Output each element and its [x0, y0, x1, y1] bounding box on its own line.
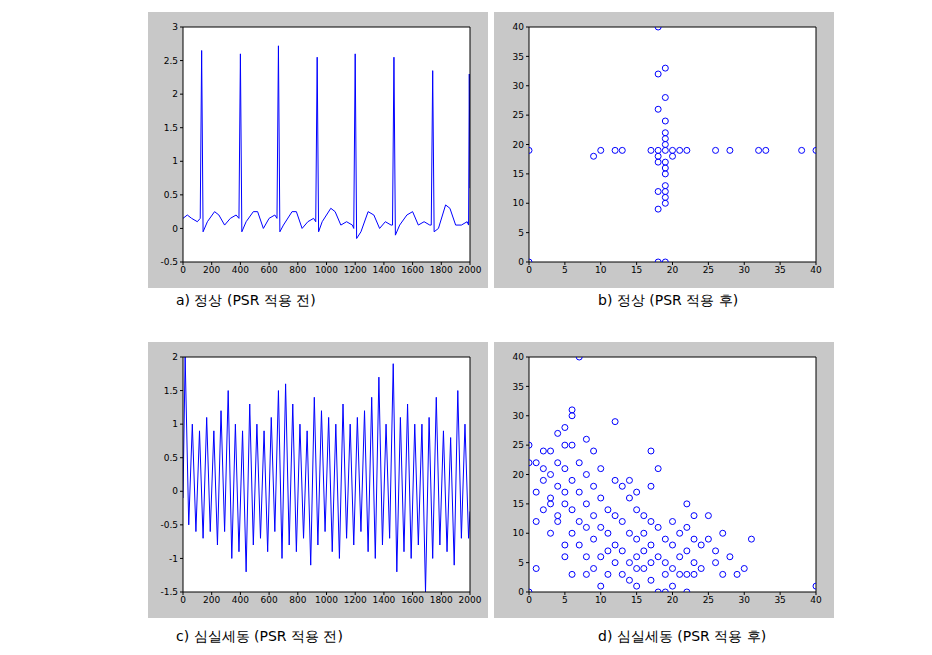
svg-text:1200: 1200 — [344, 265, 367, 275]
svg-text:30: 30 — [513, 81, 525, 91]
svg-text:400: 400 — [232, 595, 249, 605]
svg-text:1200: 1200 — [344, 595, 367, 605]
svg-text:1800: 1800 — [430, 595, 453, 605]
svg-text:2: 2 — [172, 352, 178, 362]
svg-text:5: 5 — [518, 228, 524, 238]
svg-text:2.5: 2.5 — [164, 56, 178, 66]
svg-text:1000: 1000 — [315, 595, 338, 605]
svg-text:0: 0 — [172, 224, 178, 234]
svg-text:10: 10 — [513, 528, 525, 538]
svg-text:20: 20 — [513, 140, 525, 150]
svg-text:40: 40 — [810, 595, 822, 605]
svg-text:0.5: 0.5 — [164, 190, 178, 200]
svg-text:3: 3 — [172, 22, 178, 32]
svg-text:15: 15 — [513, 169, 524, 179]
svg-text:35: 35 — [513, 52, 524, 62]
svg-text:0: 0 — [518, 257, 524, 267]
svg-text:1000: 1000 — [315, 265, 338, 275]
svg-text:35: 35 — [513, 382, 524, 392]
svg-text:20: 20 — [667, 595, 679, 605]
svg-text:40: 40 — [810, 265, 822, 275]
svg-text:1400: 1400 — [372, 265, 395, 275]
svg-text:0: 0 — [526, 595, 532, 605]
svg-text:800: 800 — [289, 265, 306, 275]
svg-text:40: 40 — [513, 22, 525, 32]
html-text:a) 정상 (PSR 적용 전): a) 정상 (PSR 적용 전) — [176, 292, 316, 308]
svg-text:-0.5: -0.5 — [160, 257, 178, 267]
svg-text:25: 25 — [703, 595, 714, 605]
svg-text:400: 400 — [232, 265, 249, 275]
svg-text:25: 25 — [703, 265, 714, 275]
svg-text:0: 0 — [172, 486, 178, 496]
svg-text:25: 25 — [513, 440, 524, 450]
svg-text:10: 10 — [513, 198, 525, 208]
svg-text:20: 20 — [513, 470, 525, 480]
svg-text:-1.5: -1.5 — [160, 587, 178, 597]
svg-text:5: 5 — [562, 595, 568, 605]
svg-text:1400: 1400 — [372, 595, 395, 605]
svg-text:20: 20 — [667, 265, 679, 275]
svg-text:200: 200 — [203, 595, 220, 605]
svg-text:15: 15 — [631, 595, 642, 605]
svg-text:1600: 1600 — [401, 595, 424, 605]
svg-text:15: 15 — [513, 499, 524, 509]
svg-text:1.5: 1.5 — [164, 123, 178, 133]
svg-text:35: 35 — [774, 265, 785, 275]
svg-text:0.5: 0.5 — [164, 453, 178, 463]
html-text:d) 심실세동 (PSR 적용 후): d) 심실세동 (PSR 적용 후) — [598, 628, 767, 644]
svg-text:800: 800 — [289, 595, 306, 605]
svg-text:10: 10 — [595, 265, 607, 275]
svg-text:200: 200 — [203, 265, 220, 275]
svg-text:2: 2 — [172, 89, 178, 99]
svg-text:1: 1 — [172, 419, 178, 429]
svg-text:1800: 1800 — [430, 265, 453, 275]
svg-text:30: 30 — [739, 595, 751, 605]
svg-text:-1: -1 — [169, 554, 178, 564]
svg-text:2000: 2000 — [459, 265, 482, 275]
svg-text:0: 0 — [518, 587, 524, 597]
svg-text:1.5: 1.5 — [164, 386, 178, 396]
svg-text:5: 5 — [562, 265, 568, 275]
svg-text:15: 15 — [631, 265, 642, 275]
svg-text:35: 35 — [774, 595, 785, 605]
svg-text:30: 30 — [739, 265, 751, 275]
svg-text:25: 25 — [513, 110, 524, 120]
svg-text:600: 600 — [261, 595, 278, 605]
svg-text:-0.5: -0.5 — [160, 520, 178, 530]
svg-text:2000: 2000 — [459, 595, 482, 605]
svg-text:40: 40 — [513, 352, 525, 362]
svg-text:1: 1 — [172, 156, 178, 166]
svg-text:30: 30 — [513, 411, 525, 421]
svg-text:0: 0 — [180, 595, 186, 605]
svg-text:0: 0 — [180, 265, 186, 275]
svg-text:1600: 1600 — [401, 265, 424, 275]
html-text:c) 심실세동 (PSR 적용 전): c) 심실세동 (PSR 적용 전) — [176, 628, 343, 644]
html-text:b) 정상 (PSR 적용 후): b) 정상 (PSR 적용 후) — [598, 292, 739, 308]
svg-text:5: 5 — [518, 558, 524, 568]
svg-text:10: 10 — [595, 595, 607, 605]
svg-text:0: 0 — [526, 265, 532, 275]
svg-text:600: 600 — [261, 265, 278, 275]
